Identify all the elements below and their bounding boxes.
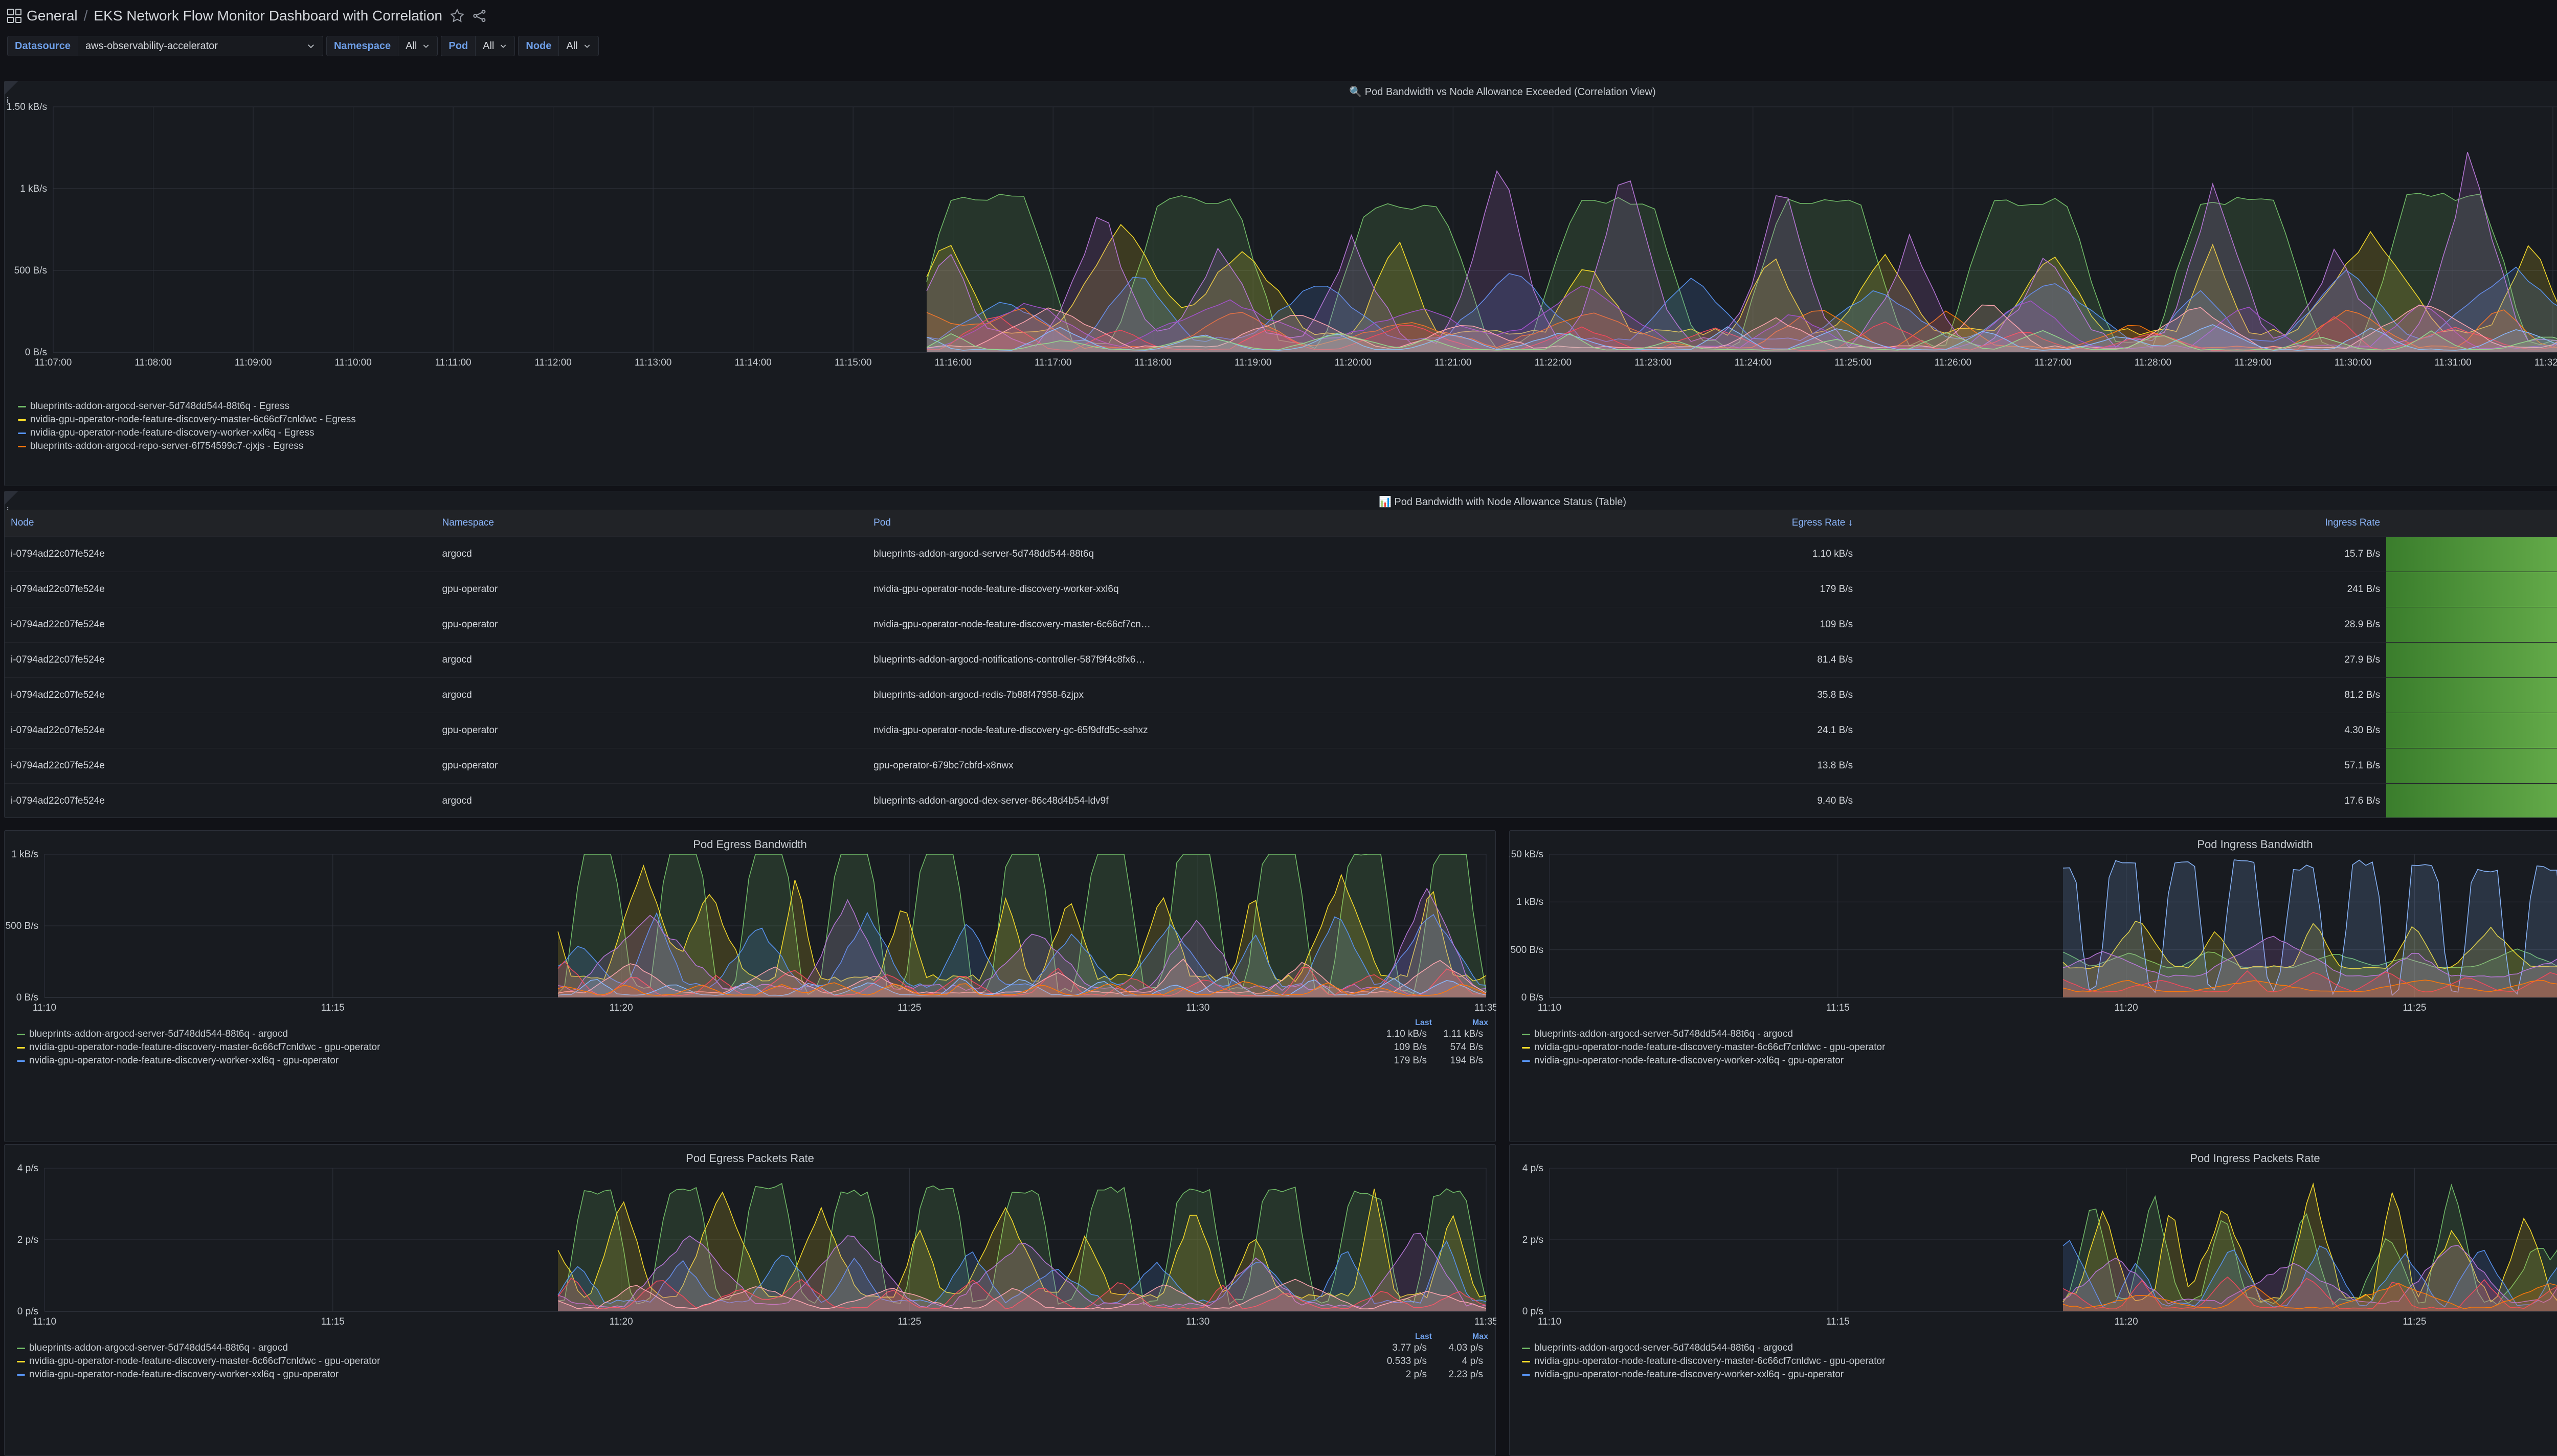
svg-text:11:09:00: 11:09:00 — [235, 357, 272, 368]
svg-text:11:30:00: 11:30:00 — [2335, 357, 2372, 368]
svg-text:11:10: 11:10 — [1538, 1316, 1561, 1327]
svg-text:1.50 kB/s: 1.50 kB/s — [7, 102, 47, 112]
svg-text:11:14:00: 11:14:00 — [734, 357, 772, 368]
svg-text:1 kB/s: 1 kB/s — [11, 849, 38, 860]
svg-text:500 B/s: 500 B/s — [1511, 945, 1543, 956]
svg-text:11:18:00: 11:18:00 — [1134, 357, 1172, 368]
svg-text:1.50 kB/s: 1.50 kB/s — [1510, 849, 1543, 860]
svg-text:11:30: 11:30 — [1186, 1316, 1209, 1327]
svg-text:11:31:00: 11:31:00 — [2434, 357, 2472, 368]
svg-text:11:10:00: 11:10:00 — [334, 357, 372, 368]
svg-text:2 p/s: 2 p/s — [1522, 1235, 1543, 1245]
svg-text:11:30: 11:30 — [1186, 1003, 1209, 1013]
svg-text:11:24:00: 11:24:00 — [1735, 357, 1772, 368]
svg-text:11:15: 11:15 — [321, 1316, 345, 1327]
svg-text:0 B/s: 0 B/s — [1521, 992, 1543, 1003]
svg-text:11:25: 11:25 — [2403, 1003, 2426, 1013]
svg-text:11:15: 11:15 — [1826, 1003, 1850, 1013]
svg-text:11:25: 11:25 — [2403, 1316, 2426, 1327]
svg-text:11:32:00: 11:32:00 — [2534, 357, 2557, 368]
svg-text:0 p/s: 0 p/s — [1522, 1306, 1543, 1317]
svg-text:11:20: 11:20 — [2115, 1003, 2138, 1013]
svg-text:4 p/s: 4 p/s — [1522, 1163, 1543, 1174]
svg-text:11:19:00: 11:19:00 — [1235, 357, 1272, 368]
svg-text:1 kB/s: 1 kB/s — [1516, 897, 1543, 907]
svg-text:11:17:00: 11:17:00 — [1035, 357, 1072, 368]
svg-text:11:10: 11:10 — [1538, 1003, 1561, 1013]
svg-text:11:07:00: 11:07:00 — [35, 357, 72, 368]
svg-text:11:20:00: 11:20:00 — [1334, 357, 1372, 368]
svg-text:11:15: 11:15 — [1826, 1316, 1850, 1327]
svg-text:11:35: 11:35 — [1474, 1316, 1496, 1327]
svg-text:11:25: 11:25 — [898, 1003, 921, 1013]
svg-text:11:15: 11:15 — [321, 1003, 345, 1013]
svg-text:11:35: 11:35 — [1474, 1003, 1496, 1013]
svg-text:11:26:00: 11:26:00 — [1935, 357, 1972, 368]
svg-text:11:15:00: 11:15:00 — [835, 357, 872, 368]
svg-text:11:21:00: 11:21:00 — [1434, 357, 1472, 368]
svg-text:4 p/s: 4 p/s — [17, 1163, 38, 1174]
svg-text:11:27:00: 11:27:00 — [2034, 357, 2072, 368]
svg-text:11:13:00: 11:13:00 — [635, 357, 672, 368]
svg-text:1 kB/s: 1 kB/s — [20, 184, 47, 194]
svg-text:11:10: 11:10 — [33, 1316, 56, 1327]
svg-text:11:28:00: 11:28:00 — [2135, 357, 2172, 368]
svg-text:11:20: 11:20 — [2115, 1316, 2138, 1327]
svg-text:11:22:00: 11:22:00 — [1534, 357, 1572, 368]
svg-text:11:23:00: 11:23:00 — [1634, 357, 1672, 368]
svg-text:11:20: 11:20 — [610, 1316, 633, 1327]
svg-text:11:25: 11:25 — [898, 1316, 921, 1327]
svg-text:11:10: 11:10 — [33, 1003, 56, 1013]
svg-text:11:16:00: 11:16:00 — [934, 357, 972, 368]
svg-text:500 B/s: 500 B/s — [6, 921, 38, 931]
svg-text:11:29:00: 11:29:00 — [2234, 357, 2272, 368]
svg-text:0 B/s: 0 B/s — [25, 347, 47, 358]
svg-text:11:08:00: 11:08:00 — [134, 357, 172, 368]
svg-text:11:12:00: 11:12:00 — [534, 357, 572, 368]
svg-text:11:25:00: 11:25:00 — [1834, 357, 1872, 368]
svg-text:11:11:00: 11:11:00 — [435, 357, 471, 368]
svg-text:0 p/s: 0 p/s — [17, 1306, 38, 1317]
svg-text:500 B/s: 500 B/s — [14, 265, 47, 276]
svg-text:2 p/s: 2 p/s — [17, 1235, 38, 1245]
svg-text:11:20: 11:20 — [610, 1003, 633, 1013]
svg-text:0 B/s: 0 B/s — [16, 992, 38, 1003]
